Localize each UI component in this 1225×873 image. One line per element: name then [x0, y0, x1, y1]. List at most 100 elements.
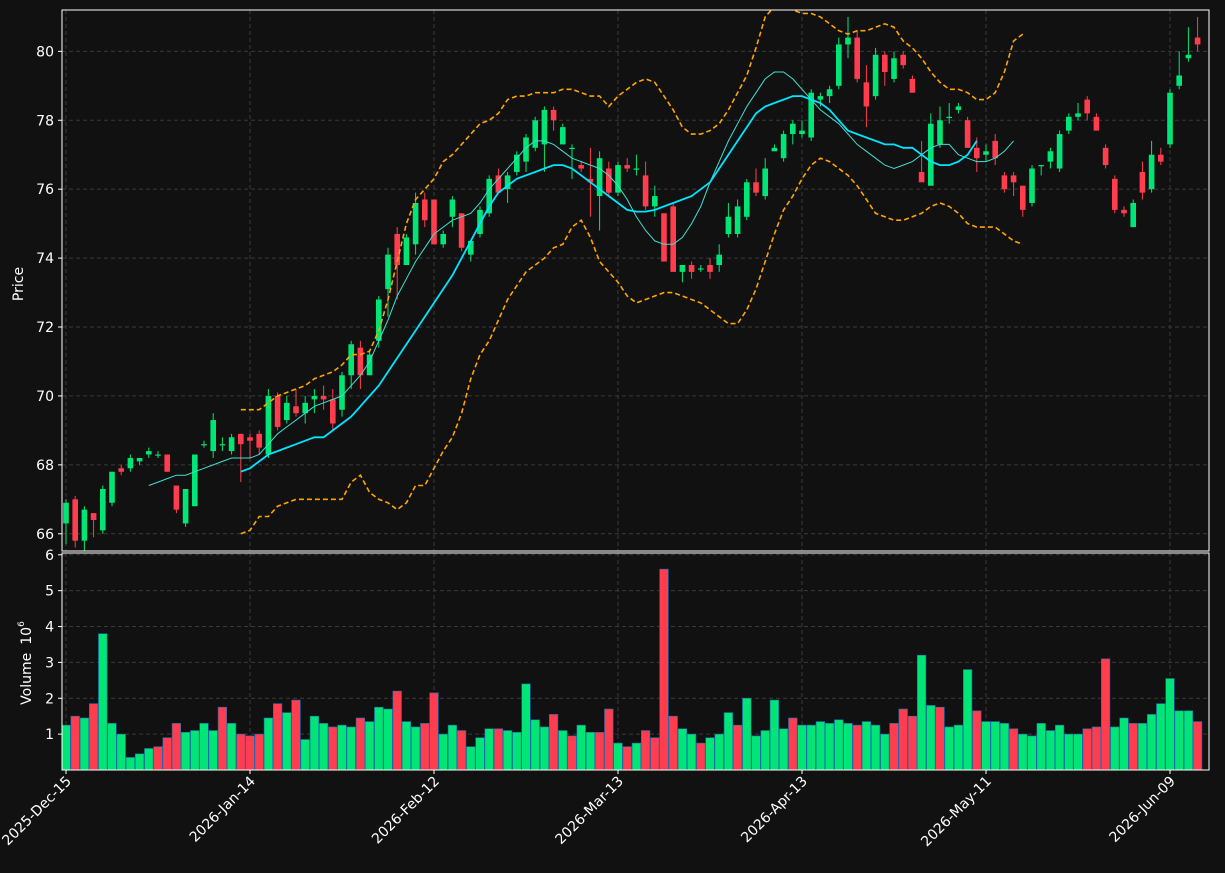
volume-bar [870, 724, 881, 770]
candle-body [256, 433, 262, 448]
candle-body [339, 375, 345, 410]
candle-body [468, 240, 474, 255]
volume-bar [263, 717, 274, 770]
volume-bar [1174, 710, 1184, 770]
volume-bar [935, 706, 945, 770]
candle-body [173, 485, 180, 510]
volume-bar [512, 732, 522, 770]
candle-body [946, 116, 952, 119]
volume-bar [337, 724, 347, 770]
candle-body [523, 137, 529, 162]
volume-tick-label: 3 [45, 655, 54, 671]
volume-bar [1045, 730, 1055, 770]
price-tick-label: 66 [36, 527, 54, 543]
volume-bar [162, 737, 172, 770]
volume-bar [79, 717, 89, 770]
candle-body [238, 433, 244, 445]
volume-bar [999, 723, 1009, 770]
volume-bar [604, 708, 614, 770]
candle-body [790, 123, 796, 135]
volume-frame [61, 552, 1210, 771]
candle-body [550, 109, 557, 121]
volume-bar [318, 723, 329, 770]
candle-body [385, 254, 391, 290]
candle-body [863, 82, 870, 107]
candle-body [348, 344, 354, 376]
candle-body [1075, 113, 1081, 117]
volume-bar [705, 737, 715, 770]
candle-body [872, 54, 879, 97]
volume-bar [272, 703, 283, 770]
candle-body [192, 454, 198, 507]
volume-tick-label: 2 [45, 691, 54, 707]
candle-body [992, 140, 998, 159]
candle-body [725, 216, 732, 234]
volume-axis-title: Volume 106 [17, 621, 35, 705]
volume-bar [852, 724, 862, 770]
candle-body [90, 513, 97, 520]
slow-moving-average-line [240, 95, 978, 473]
volume-bar [346, 726, 356, 770]
candle-body [753, 182, 759, 193]
volume-bar [631, 742, 641, 770]
volume-bar [62, 724, 71, 770]
candle-body [412, 202, 419, 245]
candle-body [909, 78, 916, 93]
candle-body [826, 89, 833, 97]
volume-bar [659, 568, 669, 770]
candle-body [486, 178, 492, 214]
candle-body [403, 237, 410, 265]
volume-axis-exponent: 6 [17, 621, 27, 627]
volume-bar [438, 733, 448, 770]
volume-bar [429, 692, 439, 770]
candle-body [661, 213, 667, 262]
volume-bar [217, 706, 228, 770]
indicator-lines [148, 10, 1024, 535]
volume-bar [843, 723, 853, 770]
volume-bar [613, 742, 623, 770]
volume-bar [456, 730, 467, 770]
candle-body [81, 509, 88, 541]
volume-bar [788, 717, 798, 770]
candle-body [247, 437, 253, 441]
volume-bar [1128, 723, 1138, 770]
candle-body [928, 123, 934, 186]
volume-axis-multiplier: 10 [19, 627, 35, 645]
candle-body [1056, 134, 1063, 169]
volume-bar [567, 735, 577, 770]
volume-bar [208, 730, 218, 770]
candle-body [394, 233, 400, 265]
volume-bar [245, 735, 255, 770]
candle-body [615, 165, 621, 193]
candle-body [578, 165, 584, 169]
candle-body [983, 151, 989, 155]
candle-body [1130, 202, 1136, 228]
volume-bar [153, 746, 163, 770]
candle-body [164, 454, 170, 472]
volume-panel: 1 2 3 4 5 6 [45, 548, 1210, 771]
candle-body [1038, 165, 1044, 167]
volume-bar [420, 723, 430, 770]
volume-bar [962, 669, 973, 770]
volume-bar [797, 724, 807, 770]
volume-bar [594, 732, 605, 770]
candle-body [955, 106, 962, 110]
candle-body [716, 254, 722, 265]
volume-bar [723, 712, 733, 770]
volume-bar [116, 733, 126, 770]
candle-body [734, 206, 741, 234]
volume-tick-label: 4 [45, 620, 54, 636]
candle-body [376, 299, 382, 341]
price-tick-label: 78 [36, 113, 54, 129]
candle-body [1020, 185, 1026, 210]
volume-bar [493, 728, 504, 770]
volume-bar [1082, 728, 1092, 770]
volume-bar [125, 757, 135, 770]
volume-bar [677, 728, 687, 770]
candle-body [293, 406, 299, 414]
volume-bar [622, 746, 632, 770]
volume-bar [714, 733, 724, 770]
volume-tick-label: 5 [45, 584, 54, 600]
candle-body [219, 444, 226, 446]
volume-bar [98, 633, 108, 770]
